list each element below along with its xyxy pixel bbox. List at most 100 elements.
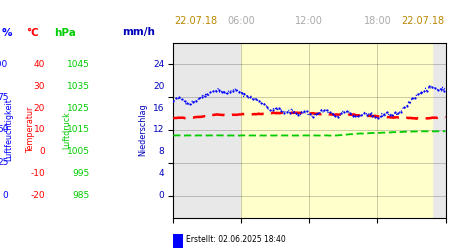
Text: 22.07.18: 22.07.18 <box>174 16 217 26</box>
Point <box>338 111 345 115</box>
Point <box>414 92 422 96</box>
Text: Luftdruck: Luftdruck <box>62 111 71 149</box>
Point <box>312 112 319 116</box>
Text: 24: 24 <box>153 60 164 69</box>
Point <box>428 85 436 89</box>
Text: 1035: 1035 <box>67 82 90 91</box>
Point <box>266 108 274 112</box>
Point <box>235 90 242 94</box>
Point <box>366 112 373 116</box>
Point <box>247 95 254 99</box>
Point <box>178 98 185 102</box>
Point <box>372 115 379 119</box>
Text: 12: 12 <box>153 126 164 134</box>
Point <box>320 108 328 112</box>
Text: 4: 4 <box>158 169 164 178</box>
Point <box>420 89 427 93</box>
Point <box>412 96 419 100</box>
Point <box>306 112 314 116</box>
Point <box>380 112 387 116</box>
Point <box>440 89 447 93</box>
Point <box>255 99 262 103</box>
Point <box>318 108 325 112</box>
Text: Temperatur: Temperatur <box>26 107 35 153</box>
Point <box>195 96 203 100</box>
Text: 18:00: 18:00 <box>364 16 392 26</box>
Text: 0: 0 <box>158 191 164 200</box>
Point <box>207 90 214 94</box>
Text: 22.07.18: 22.07.18 <box>401 16 445 26</box>
Point <box>378 114 385 118</box>
Point <box>403 104 410 108</box>
Point <box>272 106 279 110</box>
Point <box>346 111 353 115</box>
Point <box>326 110 333 114</box>
Point <box>383 110 390 114</box>
Text: °C: °C <box>26 28 38 38</box>
Point <box>198 95 205 99</box>
Point <box>355 114 362 118</box>
Point <box>241 92 248 96</box>
Point <box>201 94 208 98</box>
Point <box>432 86 439 90</box>
Text: 40: 40 <box>34 60 45 69</box>
Point <box>323 108 330 112</box>
Text: 20: 20 <box>34 104 45 113</box>
Point <box>301 109 308 113</box>
Text: 1005: 1005 <box>67 148 90 156</box>
Point <box>340 110 347 114</box>
Point <box>406 100 413 104</box>
Point <box>352 114 359 118</box>
Point <box>275 106 282 110</box>
Point <box>238 91 245 95</box>
Text: 12:00: 12:00 <box>296 16 323 26</box>
Point <box>395 111 402 115</box>
Point <box>369 114 376 117</box>
Point <box>349 114 356 118</box>
Point <box>332 114 339 118</box>
Point <box>269 108 276 112</box>
Point <box>289 110 297 114</box>
Text: hPa: hPa <box>54 28 76 38</box>
Text: 10: 10 <box>33 126 45 134</box>
Point <box>258 101 265 105</box>
Point <box>243 94 251 98</box>
Bar <box>241 42 432 218</box>
Text: 100: 100 <box>0 60 9 69</box>
Point <box>397 110 405 114</box>
Point <box>315 111 322 115</box>
Point <box>218 90 225 94</box>
Point <box>357 113 364 117</box>
Point <box>386 112 393 116</box>
Point <box>278 109 285 113</box>
Point <box>343 109 351 113</box>
Text: Luftfeuchtigkeit: Luftfeuchtigkeit <box>4 98 13 162</box>
Text: 20: 20 <box>153 82 164 91</box>
Text: 0: 0 <box>3 191 9 200</box>
Point <box>363 113 370 117</box>
Point <box>400 105 407 109</box>
Text: Erstellt: 02.06.2025 18:40: Erstellt: 02.06.2025 18:40 <box>186 236 286 244</box>
Point <box>212 89 220 93</box>
Text: 50: 50 <box>0 126 9 134</box>
Point <box>417 90 424 94</box>
Point <box>172 96 180 100</box>
Point <box>261 102 268 106</box>
Point <box>303 109 310 113</box>
Point <box>309 114 316 118</box>
Point <box>215 88 222 92</box>
Point <box>329 112 336 116</box>
Point <box>392 110 399 114</box>
Point <box>193 99 200 103</box>
Point <box>230 89 237 93</box>
Text: 06:00: 06:00 <box>227 16 255 26</box>
Text: -20: -20 <box>31 191 45 200</box>
Text: 8: 8 <box>158 148 164 156</box>
Point <box>187 102 194 106</box>
Text: 16: 16 <box>153 104 164 113</box>
Point <box>204 92 211 96</box>
Point <box>374 116 382 120</box>
Point <box>232 88 239 92</box>
Point <box>226 90 234 94</box>
Text: 985: 985 <box>73 191 90 200</box>
